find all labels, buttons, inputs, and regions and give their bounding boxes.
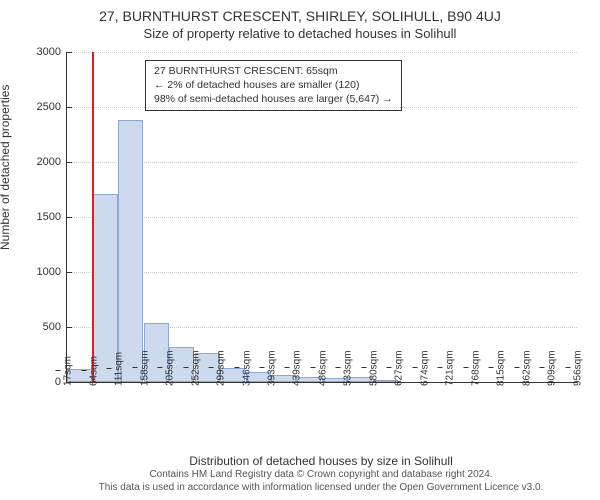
- y-tick-label: 500: [43, 321, 67, 333]
- x-tick-label: 252sqm: [188, 350, 201, 386]
- y-gridline: [67, 52, 577, 53]
- x-tick-label: 768sqm: [468, 350, 481, 386]
- page-title-line2: Size of property relative to detached ho…: [8, 26, 592, 41]
- x-tick-label: 64sqm: [86, 356, 99, 386]
- credit-text: Contains HM Land Registry data © Crown c…: [66, 469, 576, 494]
- x-tick-label: 815sqm: [494, 350, 507, 386]
- x-tick-label: 721sqm: [443, 350, 456, 386]
- y-gridline: [67, 272, 577, 273]
- x-tick-label: 393sqm: [265, 350, 278, 386]
- x-tick-label: 205sqm: [163, 350, 176, 386]
- x-tick-label: 111sqm: [112, 352, 125, 386]
- y-gridline: [67, 162, 577, 163]
- credit-line-2: This data is used in accordance with inf…: [66, 482, 576, 495]
- x-tick-label: 158sqm: [137, 350, 150, 386]
- x-tick-label: 674sqm: [417, 350, 430, 386]
- annotation-line: 98% of semi-detached houses are larger (…: [154, 92, 393, 106]
- page-title-line1: 27, BURNTHURST CRESCENT, SHIRLEY, SOLIHU…: [8, 8, 592, 24]
- x-tick-label: 580sqm: [366, 350, 379, 386]
- y-tick-label: 3000: [37, 46, 67, 58]
- y-gridline: [67, 217, 577, 218]
- annotation-line: 27 BURNTHURST CRESCENT: 65sqm: [154, 64, 393, 78]
- annotation-line: ← 2% of detached houses are smaller (120…: [154, 78, 393, 92]
- x-tick-label: 439sqm: [290, 350, 303, 386]
- y-tick-label: 2000: [37, 156, 67, 168]
- x-tick-label: 909sqm: [545, 350, 558, 386]
- property-annotation-box: 27 BURNTHURST CRESCENT: 65sqm← 2% of det…: [145, 60, 402, 111]
- y-tick-label: 2500: [37, 101, 67, 113]
- x-tick-label: 627sqm: [392, 350, 405, 386]
- subject-property-marker: [92, 52, 94, 382]
- y-tick-label: 1000: [37, 266, 67, 278]
- y-tick-label: 1500: [37, 211, 67, 223]
- x-tick-label: 17sqm: [61, 356, 74, 386]
- histogram-bar: [118, 120, 143, 382]
- x-tick-label: 956sqm: [571, 350, 584, 386]
- credit-line-1: Contains HM Land Registry data © Crown c…: [66, 469, 576, 482]
- x-tick-label: 346sqm: [239, 350, 252, 386]
- x-tick-label: 533sqm: [341, 350, 354, 386]
- x-axis-label: Distribution of detached houses by size …: [66, 454, 576, 468]
- x-tick-label: 299sqm: [214, 350, 227, 386]
- x-tick-label: 862sqm: [519, 350, 532, 386]
- histogram-plot: 27 BURNTHURST CRESCENT: 65sqm← 2% of det…: [66, 52, 577, 383]
- x-tick-label: 486sqm: [315, 350, 328, 386]
- y-gridline: [67, 107, 577, 108]
- y-axis-label: Number of detached properties: [0, 85, 12, 250]
